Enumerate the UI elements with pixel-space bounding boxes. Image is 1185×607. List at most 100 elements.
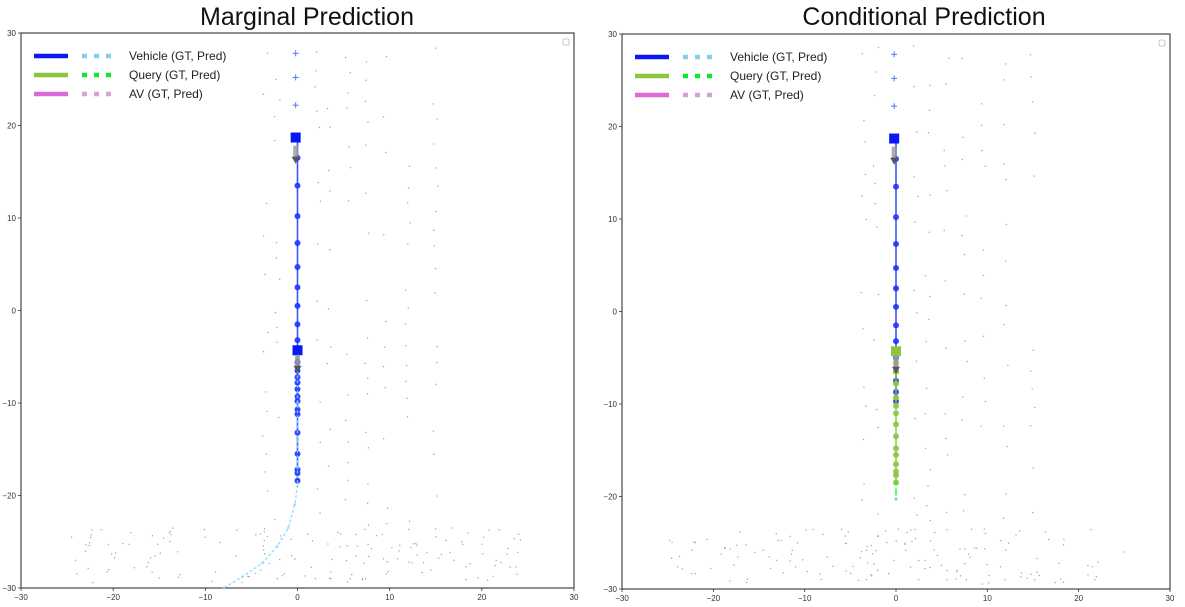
map-point bbox=[276, 326, 278, 329]
legend-label: Vehicle (GT, Pred) bbox=[129, 49, 226, 63]
map-point bbox=[278, 416, 280, 419]
map-point bbox=[409, 222, 411, 224]
map-point bbox=[329, 190, 331, 192]
map-point bbox=[980, 297, 982, 300]
map-point bbox=[385, 320, 387, 323]
map-point bbox=[346, 545, 348, 547]
map-point bbox=[449, 551, 451, 554]
map-point bbox=[329, 126, 331, 128]
map-point bbox=[940, 564, 943, 567]
map-point bbox=[498, 529, 501, 531]
map-point bbox=[149, 557, 152, 559]
map-point bbox=[963, 253, 966, 256]
map-point bbox=[169, 530, 171, 532]
map-point bbox=[905, 549, 907, 552]
map-point bbox=[983, 528, 985, 530]
map-point bbox=[398, 550, 400, 552]
map-point bbox=[382, 437, 385, 440]
map-point bbox=[909, 566, 912, 568]
map-point bbox=[434, 267, 437, 270]
map-point bbox=[845, 542, 847, 545]
map-point bbox=[669, 539, 671, 541]
map-point bbox=[1087, 564, 1089, 567]
data-point bbox=[893, 338, 899, 345]
map-point bbox=[775, 532, 777, 535]
map-point bbox=[345, 559, 348, 562]
map-point bbox=[964, 548, 966, 550]
map-point bbox=[347, 200, 350, 202]
map-point bbox=[944, 165, 946, 167]
map-point bbox=[304, 575, 306, 577]
map-point bbox=[346, 107, 348, 109]
map-point bbox=[927, 132, 930, 134]
plus-marker bbox=[891, 51, 898, 58]
data-point bbox=[894, 481, 898, 485]
map-point bbox=[729, 580, 731, 582]
map-point bbox=[91, 581, 94, 584]
legend-label: Vehicle (GT, Pred) bbox=[730, 50, 827, 64]
data-point bbox=[294, 284, 301, 291]
map-point bbox=[260, 569, 262, 571]
map-point bbox=[1007, 542, 1010, 544]
map-point bbox=[1032, 349, 1034, 351]
map-point bbox=[863, 120, 865, 122]
map-point bbox=[348, 146, 350, 148]
map-point bbox=[984, 165, 986, 167]
map-point bbox=[264, 273, 266, 276]
map-point bbox=[329, 428, 331, 431]
map-point bbox=[204, 536, 207, 538]
map-point bbox=[344, 499, 347, 501]
map-point bbox=[268, 562, 270, 565]
map-point bbox=[385, 573, 388, 575]
map-point bbox=[262, 235, 265, 237]
map-point bbox=[316, 243, 319, 245]
map-point bbox=[929, 540, 932, 542]
map-point bbox=[840, 528, 843, 530]
map-point bbox=[694, 572, 696, 575]
map-point bbox=[405, 364, 408, 367]
map-point bbox=[151, 571, 153, 574]
map-point bbox=[367, 543, 369, 546]
map-point bbox=[381, 533, 383, 536]
heading-marker bbox=[291, 156, 300, 164]
map-point bbox=[1090, 528, 1092, 531]
data-point bbox=[294, 321, 301, 328]
y-tick-label: 20 bbox=[7, 122, 16, 131]
map-point bbox=[263, 528, 266, 530]
map-point bbox=[782, 572, 784, 574]
map-point bbox=[1002, 517, 1005, 519]
map-point bbox=[274, 518, 276, 521]
map-point bbox=[984, 548, 986, 550]
map-point bbox=[852, 565, 854, 568]
map-point bbox=[488, 529, 490, 531]
y-tick-label: 10 bbox=[608, 215, 617, 224]
map-point bbox=[310, 566, 312, 568]
map-point bbox=[365, 431, 367, 434]
map-point bbox=[913, 289, 915, 292]
map-point bbox=[959, 575, 962, 577]
map-point bbox=[706, 538, 708, 541]
map-point bbox=[1020, 572, 1023, 574]
map-point bbox=[1004, 63, 1007, 65]
x-tick-label: 10 bbox=[385, 593, 394, 602]
map-point bbox=[904, 542, 906, 544]
map-point bbox=[259, 533, 262, 535]
map-point bbox=[876, 569, 879, 572]
heading-bar bbox=[295, 354, 300, 367]
map-point bbox=[1060, 578, 1062, 580]
map-point bbox=[913, 497, 916, 499]
data-point bbox=[893, 380, 899, 387]
map-point bbox=[106, 571, 109, 573]
position-marker bbox=[290, 132, 301, 143]
map-point bbox=[1003, 79, 1006, 81]
map-point bbox=[965, 215, 967, 217]
map-point bbox=[412, 543, 415, 545]
y-tick-label: −10 bbox=[2, 399, 16, 408]
map-point bbox=[934, 531, 936, 534]
heading-marker bbox=[892, 366, 900, 374]
map-point bbox=[877, 513, 879, 515]
map-point bbox=[1091, 566, 1094, 568]
map-point bbox=[974, 547, 976, 549]
map-point bbox=[319, 200, 322, 202]
map-point bbox=[351, 573, 353, 576]
